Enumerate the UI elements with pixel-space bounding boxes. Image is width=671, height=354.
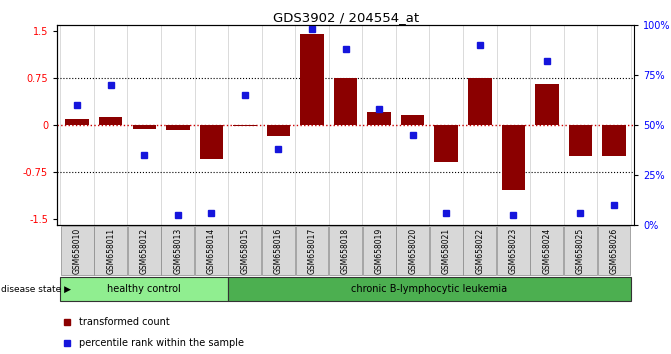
Bar [535,84,558,125]
Text: GSM658013: GSM658013 [173,227,183,274]
Bar [233,125,256,126]
Text: GSM658020: GSM658020 [408,227,417,274]
Bar [501,125,525,190]
Bar [362,226,395,275]
Text: GSM658019: GSM658019 [374,227,384,274]
Bar [597,226,630,275]
Text: GSM658022: GSM658022 [475,227,484,274]
Bar [463,226,496,275]
Text: GSM658026: GSM658026 [609,227,619,274]
Text: GSM658023: GSM658023 [509,227,518,274]
Bar [329,226,362,275]
Bar [99,117,122,125]
Bar [199,125,223,159]
Text: GSM658012: GSM658012 [140,227,149,274]
Bar [568,125,592,156]
Bar [429,226,462,275]
Text: GSM658025: GSM658025 [576,227,585,274]
Bar [262,226,295,275]
Text: chronic B-lymphocytic leukemia: chronic B-lymphocytic leukemia [352,284,507,295]
Text: percentile rank within the sample: percentile rank within the sample [79,338,244,348]
Bar [66,119,89,125]
Bar [530,226,563,275]
Bar [195,226,227,275]
Bar [401,115,424,125]
Bar [300,34,323,125]
Text: GSM658015: GSM658015 [240,227,250,274]
Text: GSM658024: GSM658024 [542,227,552,274]
Bar [367,112,391,125]
Bar [602,125,625,156]
Bar [333,78,357,125]
Bar [161,226,194,275]
Text: GSM658011: GSM658011 [106,227,115,274]
Bar [132,125,156,129]
Bar [228,278,631,301]
Bar [60,278,228,301]
Bar [127,226,160,275]
Text: disease state ▶: disease state ▶ [1,285,70,294]
Text: GSM658017: GSM658017 [307,227,317,274]
Text: GSM658016: GSM658016 [274,227,283,274]
Text: GSM658021: GSM658021 [442,227,451,274]
Bar [564,226,597,275]
Bar [94,226,127,275]
Bar [434,125,458,162]
Bar [228,226,261,275]
Bar [295,226,328,275]
Bar [166,125,189,130]
Bar [266,125,290,136]
Bar [468,78,491,125]
Text: GSM658014: GSM658014 [207,227,216,274]
Text: healthy control: healthy control [107,284,181,295]
Bar [497,226,529,275]
Title: GDS3902 / 204554_at: GDS3902 / 204554_at [272,11,419,24]
Text: GSM658018: GSM658018 [341,227,350,274]
Bar [396,226,429,275]
Text: transformed count: transformed count [79,317,170,327]
Bar [60,226,93,275]
Text: GSM658010: GSM658010 [72,227,82,274]
